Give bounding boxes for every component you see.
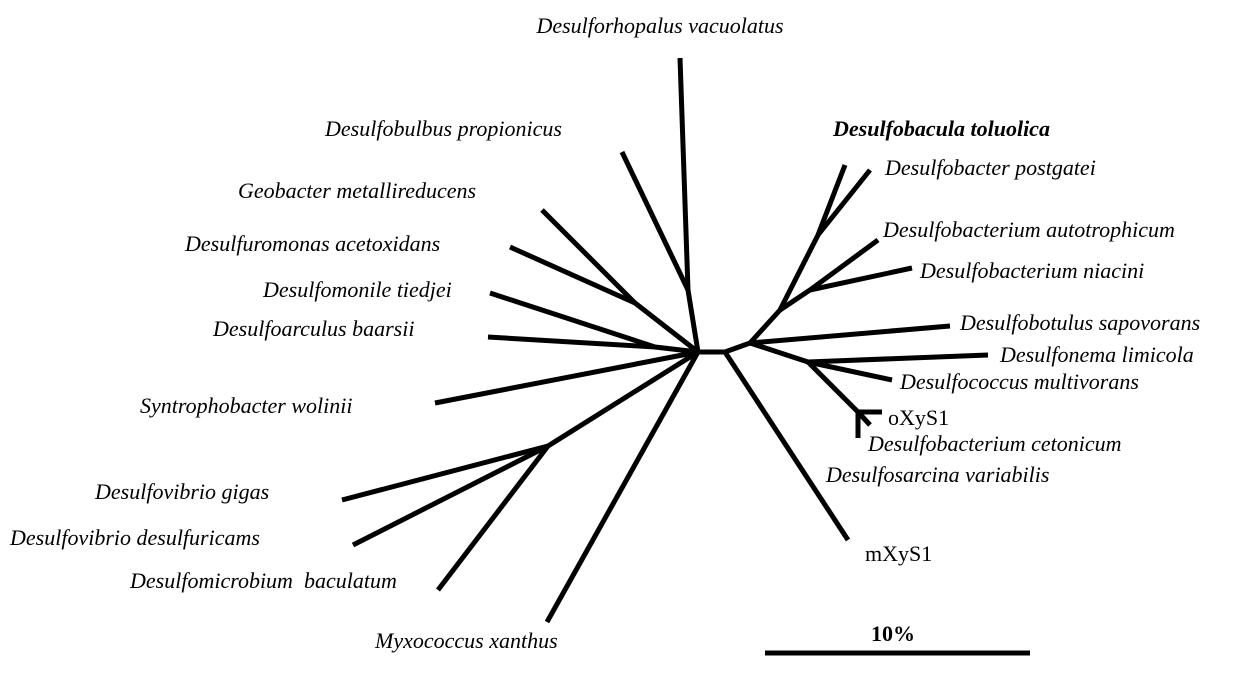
branch <box>487 334 656 350</box>
leaf-label: Desulfobacterium autotrophicum <box>882 217 1175 242</box>
leaf-label: Desulfovibrio gigas <box>94 479 269 504</box>
branch <box>434 349 699 406</box>
leaf-label: Desulfomicrobium baculatum <box>129 568 397 593</box>
branch <box>436 444 550 592</box>
branch <box>619 150 691 292</box>
leaf-label: Desulfobulbus propionicus <box>324 116 562 141</box>
leaf-label: mXyS1 <box>865 541 932 566</box>
leaf-label: Desulfobacterium niacini <box>919 258 1144 283</box>
branch <box>677 57 701 353</box>
branch <box>722 350 851 542</box>
branch <box>778 237 880 313</box>
leaf-label: Desulforhopalus vacuolatus <box>535 13 783 38</box>
branch <box>341 349 700 503</box>
scale-label: 10% <box>871 621 915 646</box>
leaf-label: Syntrophobacter wolinii <box>140 393 352 418</box>
branch <box>544 350 701 624</box>
leaf-label: Desulfobacter postgatei <box>884 155 1096 180</box>
branch <box>807 359 893 383</box>
leaf-label: oXyS1 <box>888 405 949 430</box>
labels: Desulforhopalus vacuolatus Desulfobulbus… <box>9 13 1200 653</box>
branches <box>341 57 1030 656</box>
branch <box>540 208 700 354</box>
branch <box>749 340 989 365</box>
leaf-label: Desulfomonile tiedjei <box>262 277 452 302</box>
branch <box>351 443 550 548</box>
branch <box>748 164 848 345</box>
leaf-label: Desulfosarcina variabilis <box>825 462 1049 487</box>
branch <box>698 340 751 355</box>
leaf-label: Desulfobacterium cetonicum <box>867 431 1122 456</box>
leaf-label: Myxococcus xanthus <box>374 628 558 653</box>
branch <box>508 244 637 306</box>
leaf-label: Desulfonema limicola <box>999 342 1194 367</box>
branch <box>816 168 872 237</box>
leaf-label: Desulfuromonas acetoxidans <box>184 231 440 256</box>
leaf-label: Desulfovibrio desulfuricams <box>9 525 260 550</box>
branch <box>856 410 872 427</box>
leaf-label: Desulfobacula toluolica <box>832 116 1050 141</box>
leaf-label: Geobacter metallireducens <box>238 178 476 203</box>
leaf-label: Desulfobotulus sapovorans <box>959 310 1200 335</box>
leaf-label: Desulfococcus multivorans <box>899 369 1139 394</box>
branch <box>809 265 913 293</box>
branch <box>749 323 951 346</box>
leaf-label: Desulfoarculus baarsii <box>212 316 414 341</box>
